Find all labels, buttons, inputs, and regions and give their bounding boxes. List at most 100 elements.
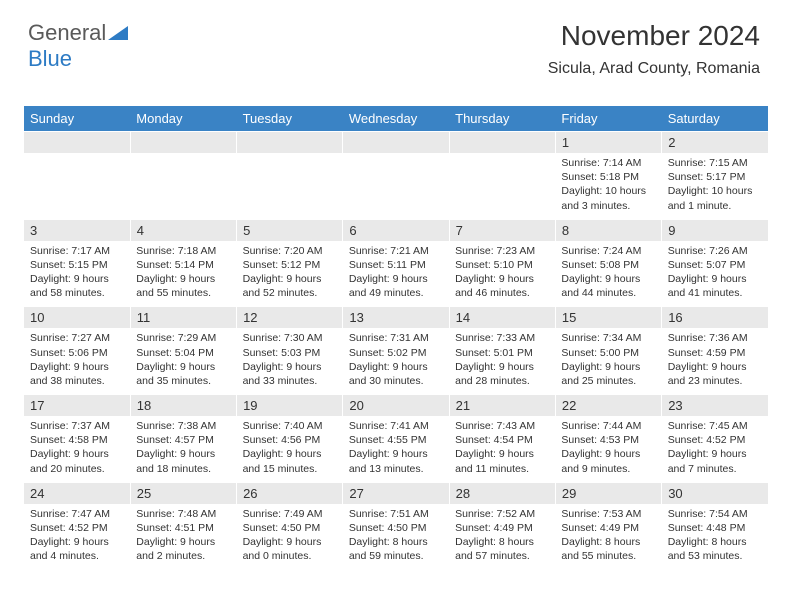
day-content-cell: Sunrise: 7:18 AMSunset: 5:14 PMDaylight:…	[130, 241, 236, 307]
day-content-cell: Sunrise: 7:51 AMSunset: 4:50 PMDaylight:…	[343, 504, 449, 570]
day-content-cell: Sunrise: 7:36 AMSunset: 4:59 PMDaylight:…	[662, 328, 768, 394]
day-content-cell	[24, 153, 130, 219]
sunset-text: Sunset: 4:57 PM	[136, 433, 230, 447]
day-number-cell: 6	[343, 219, 449, 241]
weekday-header: Friday	[555, 106, 661, 132]
daylight-text: Daylight: 9 hours and 49 minutes.	[349, 272, 443, 300]
sunset-text: Sunset: 4:55 PM	[349, 433, 443, 447]
daylight-text: Daylight: 9 hours and 25 minutes.	[561, 360, 655, 388]
day-number-cell	[449, 132, 555, 154]
day-content-cell: Sunrise: 7:26 AMSunset: 5:07 PMDaylight:…	[662, 241, 768, 307]
day-content-cell: Sunrise: 7:53 AMSunset: 4:49 PMDaylight:…	[555, 504, 661, 570]
daylight-text: Daylight: 9 hours and 41 minutes.	[668, 272, 762, 300]
sunrise-text: Sunrise: 7:26 AM	[668, 244, 762, 258]
day-number-cell: 13	[343, 307, 449, 329]
daylight-text: Daylight: 9 hours and 0 minutes.	[243, 535, 337, 563]
day-content-cell	[343, 153, 449, 219]
location-subtitle: Sicula, Arad County, Romania	[548, 60, 760, 78]
day-number-cell: 14	[449, 307, 555, 329]
day-number-cell: 29	[555, 482, 661, 504]
day-number-row: 17181920212223	[24, 395, 768, 417]
sunset-text: Sunset: 5:01 PM	[455, 346, 549, 360]
day-content-cell: Sunrise: 7:49 AMSunset: 4:50 PMDaylight:…	[237, 504, 343, 570]
sunrise-text: Sunrise: 7:48 AM	[136, 507, 230, 521]
sunset-text: Sunset: 5:18 PM	[561, 170, 655, 184]
daylight-text: Daylight: 9 hours and 30 minutes.	[349, 360, 443, 388]
day-content-cell: Sunrise: 7:38 AMSunset: 4:57 PMDaylight:…	[130, 416, 236, 482]
sunrise-text: Sunrise: 7:31 AM	[349, 331, 443, 345]
day-number-cell: 15	[555, 307, 661, 329]
weekday-header: Monday	[130, 106, 236, 132]
day-number-cell: 12	[237, 307, 343, 329]
sunrise-text: Sunrise: 7:54 AM	[668, 507, 762, 521]
day-number-cell: 11	[130, 307, 236, 329]
sunrise-text: Sunrise: 7:43 AM	[455, 419, 549, 433]
sunset-text: Sunset: 4:49 PM	[561, 521, 655, 535]
sunrise-text: Sunrise: 7:34 AM	[561, 331, 655, 345]
day-number-cell: 28	[449, 482, 555, 504]
sunset-text: Sunset: 4:56 PM	[243, 433, 337, 447]
day-content-cell: Sunrise: 7:44 AMSunset: 4:53 PMDaylight:…	[555, 416, 661, 482]
sunrise-text: Sunrise: 7:30 AM	[243, 331, 337, 345]
daylight-text: Daylight: 9 hours and 28 minutes.	[455, 360, 549, 388]
sunset-text: Sunset: 4:52 PM	[668, 433, 762, 447]
logo-triangle-icon	[108, 20, 128, 46]
daylight-text: Daylight: 9 hours and 38 minutes.	[30, 360, 124, 388]
sunrise-text: Sunrise: 7:37 AM	[30, 419, 124, 433]
day-content-cell: Sunrise: 7:21 AMSunset: 5:11 PMDaylight:…	[343, 241, 449, 307]
day-content-cell: Sunrise: 7:30 AMSunset: 5:03 PMDaylight:…	[237, 328, 343, 394]
weekday-header: Saturday	[662, 106, 768, 132]
day-number-cell: 3	[24, 219, 130, 241]
day-content-cell: Sunrise: 7:47 AMSunset: 4:52 PMDaylight:…	[24, 504, 130, 570]
day-content-row: Sunrise: 7:27 AMSunset: 5:06 PMDaylight:…	[24, 328, 768, 394]
sunset-text: Sunset: 4:48 PM	[668, 521, 762, 535]
day-number-cell: 8	[555, 219, 661, 241]
daylight-text: Daylight: 9 hours and 58 minutes.	[30, 272, 124, 300]
sunrise-text: Sunrise: 7:47 AM	[30, 507, 124, 521]
daylight-text: Daylight: 9 hours and 20 minutes.	[30, 447, 124, 475]
sunrise-text: Sunrise: 7:45 AM	[668, 419, 762, 433]
sunset-text: Sunset: 4:52 PM	[30, 521, 124, 535]
day-number-cell: 30	[662, 482, 768, 504]
day-number-cell: 18	[130, 395, 236, 417]
day-number-cell: 27	[343, 482, 449, 504]
sunset-text: Sunset: 5:14 PM	[136, 258, 230, 272]
day-content-cell: Sunrise: 7:24 AMSunset: 5:08 PMDaylight:…	[555, 241, 661, 307]
daylight-text: Daylight: 8 hours and 57 minutes.	[455, 535, 549, 563]
logo-text-general: General	[28, 20, 106, 45]
day-content-cell: Sunrise: 7:15 AMSunset: 5:17 PMDaylight:…	[662, 153, 768, 219]
sunrise-text: Sunrise: 7:51 AM	[349, 507, 443, 521]
sunset-text: Sunset: 5:03 PM	[243, 346, 337, 360]
sunset-text: Sunset: 4:50 PM	[349, 521, 443, 535]
day-content-row: Sunrise: 7:14 AMSunset: 5:18 PMDaylight:…	[24, 153, 768, 219]
sunrise-text: Sunrise: 7:33 AM	[455, 331, 549, 345]
day-content-cell	[130, 153, 236, 219]
sunrise-text: Sunrise: 7:29 AM	[136, 331, 230, 345]
day-number-cell: 16	[662, 307, 768, 329]
daylight-text: Daylight: 9 hours and 52 minutes.	[243, 272, 337, 300]
day-number-cell: 7	[449, 219, 555, 241]
day-content-cell: Sunrise: 7:34 AMSunset: 5:00 PMDaylight:…	[555, 328, 661, 394]
day-number-cell: 2	[662, 132, 768, 154]
sunrise-text: Sunrise: 7:18 AM	[136, 244, 230, 258]
daylight-text: Daylight: 9 hours and 18 minutes.	[136, 447, 230, 475]
sunrise-text: Sunrise: 7:17 AM	[30, 244, 124, 258]
sunrise-text: Sunrise: 7:36 AM	[668, 331, 762, 345]
sunrise-text: Sunrise: 7:23 AM	[455, 244, 549, 258]
day-number-row: 24252627282930	[24, 482, 768, 504]
sunrise-text: Sunrise: 7:21 AM	[349, 244, 443, 258]
day-number-cell: 5	[237, 219, 343, 241]
day-number-cell: 21	[449, 395, 555, 417]
day-content-cell	[449, 153, 555, 219]
calendar: Sunday Monday Tuesday Wednesday Thursday…	[24, 106, 768, 569]
day-content-cell: Sunrise: 7:52 AMSunset: 4:49 PMDaylight:…	[449, 504, 555, 570]
sunset-text: Sunset: 4:49 PM	[455, 521, 549, 535]
daylight-text: Daylight: 10 hours and 3 minutes.	[561, 184, 655, 212]
daylight-text: Daylight: 9 hours and 2 minutes.	[136, 535, 230, 563]
day-content-cell: Sunrise: 7:17 AMSunset: 5:15 PMDaylight:…	[24, 241, 130, 307]
day-number-cell: 10	[24, 307, 130, 329]
weekday-header: Wednesday	[343, 106, 449, 132]
day-number-cell: 9	[662, 219, 768, 241]
weekday-header: Thursday	[449, 106, 555, 132]
daylight-text: Daylight: 9 hours and 33 minutes.	[243, 360, 337, 388]
